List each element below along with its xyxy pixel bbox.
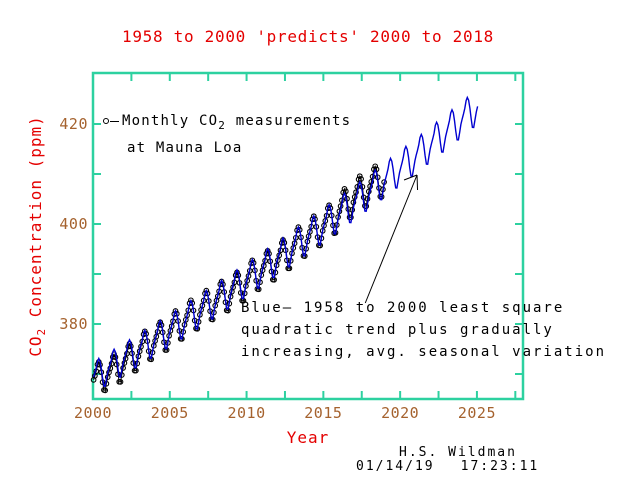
legend-label-rest: measurements — [226, 113, 352, 129]
annotation-pointer-line — [364, 174, 418, 304]
legend-entry-measurements: Monthly CO2 measurements — [103, 110, 351, 137]
credit-datetime: 01/14/19 17:23:11 — [356, 459, 539, 474]
y-axis-title-text: CO — [26, 335, 45, 357]
measurement-marker — [172, 308, 179, 314]
annotation-arrowhead — [416, 174, 419, 191]
prediction-series-line — [92, 95, 479, 388]
measurement-marker — [353, 189, 359, 196]
plot-frame — [91, 71, 525, 401]
credit-author: H.S. Wildman — [399, 445, 517, 460]
credit-time: 17:23:11 — [460, 459, 540, 474]
legend-label-location: at Mauna Loa — [127, 139, 243, 156]
credit-date: 01/14/19 — [356, 459, 435, 474]
annotation-line-2: quadratic trend plus gradually — [241, 322, 554, 338]
annotation-line-1: Blue— 1958 to 2000 least square — [241, 300, 565, 316]
dash-marker-icon — [110, 120, 119, 122]
x-tick-label: 2005 — [150, 404, 189, 422]
measurement-marker — [350, 199, 357, 206]
measurement-marker — [295, 224, 302, 230]
y-axis-title: CO2 Concentration (ppm) — [26, 71, 48, 401]
x-tick-label: 2020 — [381, 404, 420, 422]
x-axis-title: Year — [286, 428, 330, 447]
legend-label-subscript: 2 — [218, 118, 227, 132]
measurement-marker — [188, 297, 194, 304]
measurement-marker — [358, 176, 364, 182]
open-circle-marker-icon — [103, 118, 109, 124]
y-tick-label: 380 — [59, 315, 88, 333]
y-tick-label: 420 — [59, 115, 88, 133]
x-tick-label: 2000 — [73, 404, 113, 422]
y-axis-title-units: Concentration (ppm) — [26, 115, 45, 328]
measurement-marker — [117, 379, 124, 385]
chart-title: 1958 to 2000 'predicts' 2000 to 2018 — [122, 27, 494, 46]
x-tick-label: 2015 — [304, 404, 343, 422]
blue-curve-annotation: Blue— 1958 to 2000 least square quadrati… — [241, 297, 606, 363]
measurement-marker — [342, 188, 349, 195]
legend: Monthly CO2 measurements at Mauna Loa — [103, 110, 351, 159]
measurement-marker — [203, 287, 210, 294]
y-axis-title-subscript: 2 — [35, 327, 49, 336]
measurement-marker — [102, 387, 109, 394]
y-tick-label: 400 — [59, 215, 88, 233]
legend-label: Monthly CO — [122, 113, 219, 129]
measurement-marker — [310, 213, 317, 220]
annotation-arrowhead — [403, 174, 418, 181]
measurement-marker — [356, 173, 363, 180]
annotation-line-3: increasing, avg. seasonal variation — [241, 344, 607, 360]
x-tick-label: 2010 — [227, 404, 266, 422]
measurement-marker — [355, 176, 362, 183]
x-tick-label: 2025 — [457, 404, 496, 422]
